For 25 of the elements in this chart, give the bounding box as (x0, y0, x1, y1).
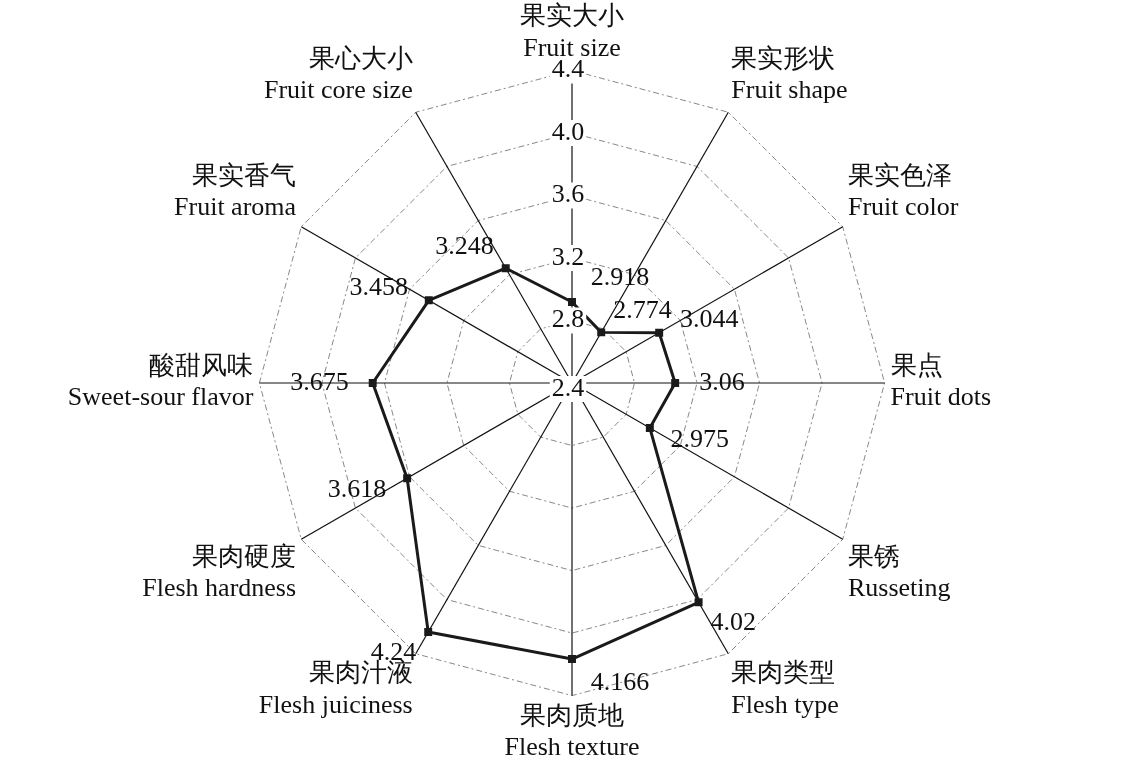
data-label: 3.248 (435, 231, 494, 261)
spoke-label: 果肉类型 Flesh type (731, 658, 839, 719)
y-tick-label: 2.8 (551, 304, 585, 334)
data-label: 4.166 (590, 666, 650, 696)
y-tick-label: 3.2 (551, 241, 585, 271)
data-label: 2.774 (613, 295, 672, 325)
data-label: 3.06 (699, 366, 745, 396)
y-tick-label: 2.4 (551, 372, 585, 402)
spoke-label: 果点 Fruit dots (890, 351, 992, 412)
spoke-label: 果心大小 Fruit core size (263, 44, 413, 105)
data-label: 3.044 (679, 304, 739, 334)
y-tick-label: 4.0 (551, 116, 585, 146)
spoke-label: 果锈 Russeting (847, 541, 951, 602)
spoke-label: 果实香气 Fruit aroma (174, 160, 297, 221)
data-label: 3.618 (327, 474, 387, 504)
data-label: 2.975 (670, 423, 730, 453)
spoke-label: 果肉质地 Flesh texture (504, 701, 640, 762)
spoke-label: 果实形状 Fruit shape (731, 44, 848, 105)
spoke-label: 果实色泽 Fruit color (847, 160, 959, 221)
data-label: 3.458 (349, 272, 408, 302)
spoke-label: 酸甜风味 Sweet-sour flavor (67, 351, 254, 412)
spoke-label: 果肉硬度 Flesh hardness (142, 541, 297, 602)
y-tick-label: 3.6 (551, 179, 585, 209)
data-label: 3.675 (290, 366, 349, 396)
data-label: 4.02 (710, 606, 757, 636)
